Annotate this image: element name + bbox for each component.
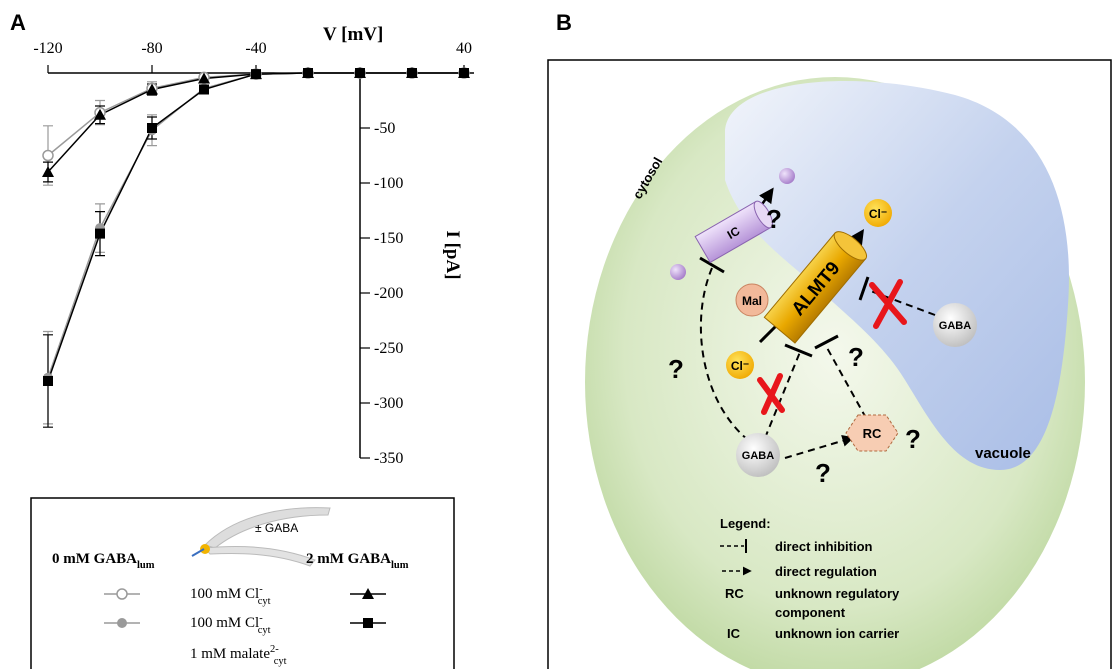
legend-key: IC <box>727 626 741 641</box>
data-point <box>43 376 53 386</box>
y-tick-label: -250 <box>374 340 403 357</box>
legend-sup: 2- <box>270 644 279 655</box>
data-point <box>407 68 417 78</box>
unknown-mark: ? <box>815 458 831 488</box>
ion <box>670 264 686 280</box>
unknown-mark: ? <box>848 342 864 372</box>
legend-swatch-marker <box>117 589 127 599</box>
y-tick-label: -150 <box>374 230 403 247</box>
y-axis-title: I [pA] <box>442 230 463 279</box>
x-tick-label: 40 <box>456 40 472 57</box>
unknown-mark: ? <box>905 424 921 454</box>
series-line <box>48 73 464 172</box>
x-axis-title: V [mV] <box>323 24 383 45</box>
legend-text: 100 mM Cl-cyt <box>190 613 271 636</box>
legend-text: 100 mM Cl-cyt <box>190 584 271 607</box>
legend-label: direct regulation <box>775 564 877 579</box>
data-point <box>95 229 105 239</box>
legend-label: direct inhibition <box>775 539 873 554</box>
data-point <box>43 151 53 161</box>
x-tick-label: -80 <box>141 40 162 57</box>
panel-label: A <box>10 10 26 35</box>
node-label: GABA <box>742 450 774 462</box>
legend-text-main: 100 mM Cl <box>190 615 259 631</box>
legend-label: unknown regulatory <box>775 586 900 601</box>
legend-text: 2 mM GABAlum <box>306 551 409 571</box>
legend-text: 0 mM GABAlum <box>52 551 155 571</box>
legend-sub: lum <box>137 560 155 571</box>
legend-sub: cyt <box>258 625 271 636</box>
series-line <box>48 73 464 381</box>
unknown-mark: ? <box>668 354 684 384</box>
y-tick-label: -300 <box>374 395 403 412</box>
panel-label: B <box>556 10 572 35</box>
legend-text: 1 mM malate2-cyt <box>190 644 287 667</box>
legend-label: unknown ion carrier <box>775 626 899 641</box>
series-line <box>48 73 464 156</box>
legend-sub: cyt <box>258 596 271 607</box>
legend-sup: - <box>259 613 263 624</box>
legend-key: RC <box>725 586 744 601</box>
data-point <box>199 85 209 95</box>
y-tick-label: -100 <box>374 175 403 192</box>
legend-sub: lum <box>391 560 409 571</box>
x-tick-label: -120 <box>33 40 62 57</box>
legend-swatch-marker <box>117 618 127 628</box>
legend-sup: - <box>259 584 263 595</box>
node-label: RC <box>863 426 882 441</box>
node-label: Cl⁻ <box>731 359 749 373</box>
legend-text-main: 2 mM GABA <box>306 551 391 567</box>
legend-swatch-marker <box>363 618 373 628</box>
page: {"panel_labels": {"a": "A", "b": "B"}, "… <box>0 0 1118 669</box>
series-line <box>48 73 464 378</box>
y-tick-label: -50 <box>374 120 395 137</box>
y-tick-label: -200 <box>374 285 403 302</box>
legend-text-main: 1 mM malate <box>190 646 270 662</box>
node-label: Cl⁻ <box>869 207 887 221</box>
legend-image-label: ± GABA <box>255 521 298 535</box>
legend-title: Legend: <box>720 516 771 531</box>
data-point <box>355 68 365 78</box>
unknown-mark: ? <box>766 204 782 234</box>
compartment-label: vacuole <box>975 445 1031 462</box>
node-label: Mal <box>742 294 762 308</box>
legend-text-main: 0 mM GABA <box>52 551 137 567</box>
data-point <box>303 68 313 78</box>
figure: A B -120-80-4040-50-100-150-200-250-300-… <box>0 0 1118 669</box>
ion <box>779 168 795 184</box>
data-point <box>459 68 469 78</box>
legend-sub: cyt <box>274 656 287 667</box>
legend-text-main: 100 mM Cl <box>190 586 259 602</box>
chart: -120 -80 -40 40 -50 -100 -150 -200 -250 -300 -350 V… <box>33 24 474 467</box>
y-tick-label: -350 <box>374 450 403 467</box>
x-tick-label: -40 <box>245 40 266 57</box>
legend-label: component <box>775 605 846 620</box>
node-label: GABA <box>939 320 971 332</box>
data-point <box>251 69 261 79</box>
data-point <box>147 123 157 133</box>
